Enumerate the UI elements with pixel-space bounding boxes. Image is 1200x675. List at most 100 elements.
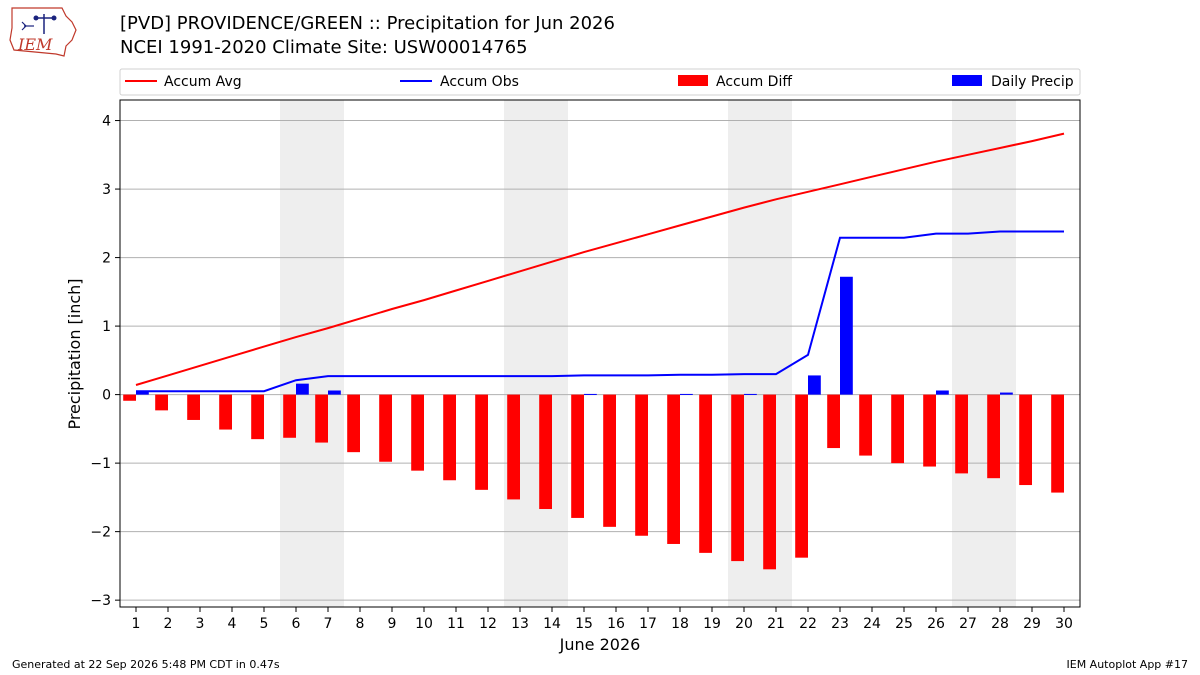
daily-precip-bar	[296, 383, 309, 395]
daily-precip-bar	[808, 375, 821, 395]
daily-precip-bar	[840, 276, 853, 395]
x-tick-label: 13	[511, 616, 529, 632]
generated-timestamp: Generated at 22 Sep 2026 5:48 PM CDT in …	[12, 658, 280, 671]
accum-diff-bar	[795, 394, 808, 558]
x-tick-label: 6	[292, 616, 301, 632]
y-gridlines	[120, 120, 1080, 601]
daily-precip-bar	[328, 390, 341, 395]
plot-frame	[119, 99, 1081, 608]
y-tick-label: 4	[102, 114, 111, 130]
iem-logo: IEM	[9, 7, 77, 57]
x-tick-label: 5	[260, 616, 269, 632]
accum-diff-bar	[859, 394, 872, 456]
legend-swatch-daily-precip	[952, 75, 982, 86]
legend-label-accum-avg: Accum Avg	[164, 74, 242, 90]
legend-item-daily-precip: Daily Precip	[952, 74, 1074, 90]
legend-label-accum-obs: Accum Obs	[440, 74, 519, 90]
accum-diff-bars	[123, 394, 1064, 570]
accum-diff-bar	[955, 394, 968, 474]
accum-diff-bar	[315, 394, 328, 443]
y-axis-label: Precipitation [inch]	[65, 278, 84, 429]
x-tick-label: 26	[927, 616, 945, 632]
y-tick-label: −3	[90, 593, 111, 609]
accum-diff-bar	[827, 394, 840, 449]
x-tick-label: 9	[388, 616, 397, 632]
accum-diff-bar	[667, 394, 680, 544]
daily-precip-bar	[680, 393, 693, 395]
chart-subtitle: NCEI 1991-2020 Climate Site: USW00014765	[120, 37, 528, 58]
accum-diff-bar	[539, 394, 552, 510]
accum-diff-bar	[571, 394, 584, 518]
x-tick-label: 27	[959, 616, 977, 632]
accum-diff-bar	[443, 394, 456, 481]
daily-precip-bar	[584, 393, 597, 395]
legend: Accum Avg Accum Obs Accum Diff Daily Pre…	[119, 68, 1081, 96]
x-tick-label: 20	[735, 616, 753, 632]
x-tick-label: 25	[895, 616, 913, 632]
y-tick-label: 2	[102, 251, 111, 267]
x-tick-label: 17	[639, 616, 657, 632]
x-tick-label: 18	[671, 616, 689, 632]
y-tick-label: 0	[102, 388, 111, 404]
x-tick-label: 3	[196, 616, 205, 632]
x-tick-label: 21	[767, 616, 785, 632]
accum-diff-bar	[411, 394, 424, 471]
y-tick-label: 1	[102, 319, 111, 335]
weekend-bands	[280, 100, 1016, 607]
y-tick-label: −1	[90, 456, 111, 472]
y-tick-label: −2	[90, 525, 111, 541]
accum-diff-bar	[283, 394, 296, 438]
legend-item-accum-avg: Accum Avg	[125, 74, 242, 90]
accum-diff-bar	[987, 394, 1000, 479]
y-tick-label: 3	[102, 182, 111, 198]
x-axis-label: June 2026	[559, 635, 641, 654]
accum-diff-bar	[187, 394, 200, 420]
y-axis-ticks: −3 −2 −1 0 1 2 3 4	[90, 114, 120, 609]
accum-diff-bar	[699, 394, 712, 553]
x-tick-label: 14	[543, 616, 561, 632]
accum-diff-bar	[731, 394, 744, 562]
accum-diff-bar	[379, 394, 392, 462]
accum-diff-bar	[507, 394, 520, 500]
accum-diff-bar	[891, 394, 904, 464]
chart-title: [PVD] PROVIDENCE/GREEN :: Precipitation …	[120, 13, 615, 34]
accum-diff-bar	[763, 394, 776, 570]
x-tick-label: 22	[799, 616, 817, 632]
accum-obs-line	[136, 230, 1064, 393]
accum-diff-bar	[603, 394, 616, 527]
legend-swatch-accum-diff	[678, 75, 708, 86]
x-tick-label: 11	[447, 616, 465, 632]
daily-precip-bar	[936, 390, 949, 395]
legend-label-accum-diff: Accum Diff	[716, 74, 792, 90]
daily-precip-bar	[136, 391, 149, 395]
legend-item-accum-diff: Accum Diff	[678, 74, 792, 90]
weekend-band	[504, 100, 568, 607]
accum-diff-bar	[123, 394, 136, 401]
daily-precip-bars	[136, 276, 1013, 395]
weekend-band	[280, 100, 344, 607]
x-tick-label: 29	[1023, 616, 1041, 632]
weekend-band	[952, 100, 1016, 607]
legend-item-accum-obs: Accum Obs	[400, 74, 519, 90]
logo-text: IEM	[17, 35, 53, 54]
x-tick-label: 7	[324, 616, 333, 632]
accum-diff-bar	[219, 394, 232, 430]
x-tick-label: 30	[1055, 616, 1073, 632]
accum-diff-bar	[155, 394, 168, 411]
x-tick-label: 23	[831, 616, 849, 632]
accum-avg-line	[135, 132, 1065, 386]
x-tick-label: 2	[164, 616, 173, 632]
daily-precip-bar	[744, 393, 757, 395]
legend-label-daily-precip: Daily Precip	[991, 74, 1074, 90]
x-tick-label: 10	[415, 616, 433, 632]
accum-diff-bar	[1051, 394, 1064, 493]
x-tick-label: 19	[703, 616, 721, 632]
x-tick-label: 16	[607, 616, 625, 632]
accum-diff-bar	[251, 394, 264, 440]
weather-station-icon	[21, 14, 57, 34]
x-tick-label: 24	[863, 616, 881, 632]
x-tick-label: 4	[228, 616, 237, 632]
x-tick-label: 28	[991, 616, 1009, 632]
x-tick-label: 15	[575, 616, 593, 632]
